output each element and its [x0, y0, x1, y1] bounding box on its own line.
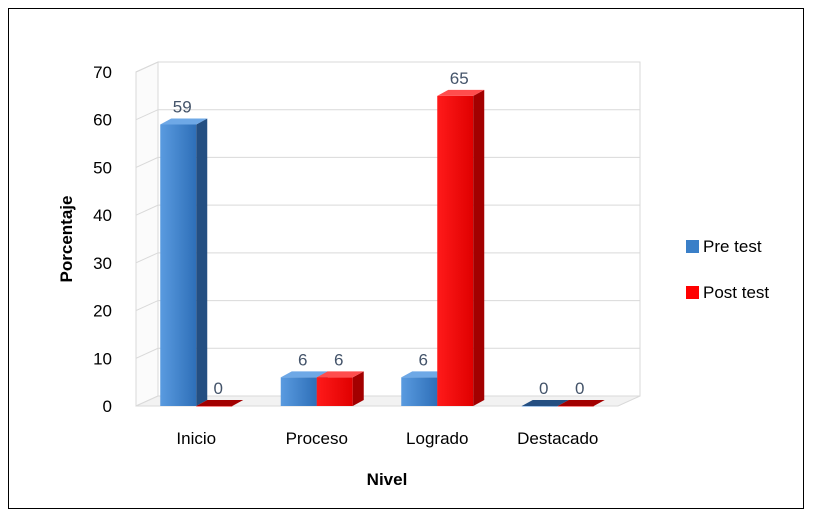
y-tick-label: 20	[93, 302, 112, 321]
data-label: 6	[298, 350, 307, 369]
y-tick-label: 30	[93, 254, 112, 273]
bar-top	[521, 400, 569, 406]
y-tick-label: 50	[93, 158, 112, 177]
bar-pre-test-destacado	[521, 400, 569, 407]
y-tick-label: 40	[93, 206, 112, 225]
data-label: 59	[173, 97, 192, 116]
bar-side	[196, 118, 208, 406]
bar-post-test-inicio	[196, 400, 244, 407]
bar-top	[196, 400, 244, 406]
bar-top	[160, 118, 208, 125]
bar-post-test-logrado	[437, 89, 485, 406]
data-labels: 59 0 6 6 6 65 0 0	[173, 69, 585, 398]
bar-top	[280, 371, 328, 378]
y-tick-label: 60	[93, 111, 112, 130]
bar-front	[280, 377, 317, 406]
bar-front	[521, 406, 558, 407]
gridline	[135, 61, 640, 73]
bar-pre-test-inicio	[160, 118, 208, 406]
x-tick-label: Logrado	[406, 429, 468, 448]
legend-label: Pre test	[703, 237, 762, 256]
legend-swatch	[686, 240, 699, 253]
bar-top	[316, 371, 364, 378]
bar-top	[437, 89, 485, 96]
bar-post-test-proceso	[316, 371, 364, 406]
bar-front	[401, 377, 438, 406]
y-tick-label: 70	[93, 63, 112, 82]
bar-top	[557, 400, 605, 406]
y-axis-title: Porcentaje	[57, 196, 76, 283]
data-label: 65	[450, 69, 469, 88]
x-tick-label: Destacado	[517, 429, 598, 448]
x-axis-categories: Inicio Proceso Logrado Destacado	[176, 429, 598, 448]
x-tick-label: Inicio	[176, 429, 216, 448]
data-label: 0	[214, 379, 223, 398]
bar-front	[196, 406, 233, 407]
legend-swatch	[686, 286, 699, 299]
x-axis-title: Nivel	[367, 470, 408, 489]
y-tick-label: 10	[93, 349, 112, 368]
bar-front	[160, 124, 197, 406]
bar-post-test-destacado	[557, 400, 605, 407]
bar-side	[473, 89, 485, 406]
bar-front	[437, 95, 474, 406]
y-axis-ticks: 0 10 20 30 40 50 60 70	[93, 63, 112, 416]
data-label: 0	[539, 379, 548, 398]
bars	[160, 89, 605, 407]
data-label: 6	[334, 350, 343, 369]
legend-label: Post test	[703, 283, 769, 302]
legend: Pre test Post test	[686, 237, 769, 302]
side-wall	[135, 61, 159, 407]
bar-front	[316, 377, 353, 406]
y-tick-label: 0	[103, 397, 112, 416]
data-label: 0	[575, 379, 584, 398]
x-tick-label: Proceso	[286, 429, 348, 448]
bar-side	[352, 371, 364, 406]
bar-top	[401, 371, 449, 378]
bar-front	[557, 406, 594, 407]
plot-walls	[135, 61, 641, 407]
back-wall	[157, 61, 641, 397]
data-label: 6	[419, 350, 428, 369]
